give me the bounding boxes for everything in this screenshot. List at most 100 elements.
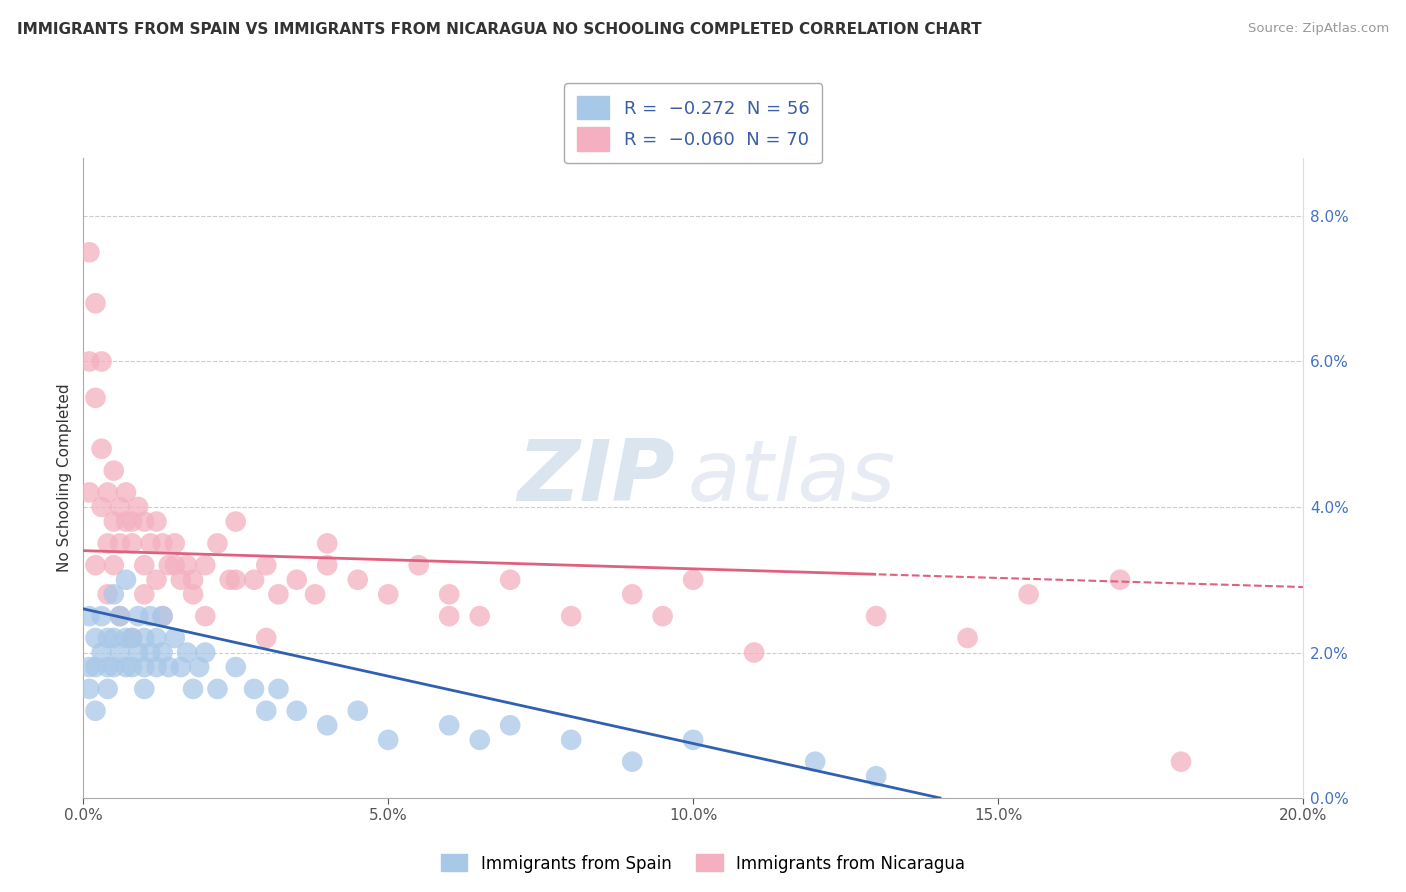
Point [108,609,131,624]
Point [408,558,430,573]
Point [152,609,174,624]
Point [316,718,339,732]
Point [115,485,138,500]
Point [170,660,193,674]
Text: IMMIGRANTS FROM SPAIN VS IMMIGRANTS FROM NICARAGUA NO SCHOOLING COMPLETED CORREL: IMMIGRANTS FROM SPAIN VS IMMIGRANTS FROM… [17,22,981,37]
Point [742,646,765,660]
Point [152,646,174,660]
Point [134,631,156,645]
Point [194,609,217,624]
Point [121,631,143,645]
Point [97,681,120,696]
Point [97,536,120,550]
Point [115,631,138,645]
Point [121,660,143,674]
Point [181,681,204,696]
Point [108,646,131,660]
Point [139,609,162,624]
Point [243,681,266,696]
Point [108,500,131,514]
Point [285,704,308,718]
Point [103,558,125,573]
Point [103,631,125,645]
Point [97,587,120,601]
Point [134,515,156,529]
Point [79,660,101,674]
Point [152,609,174,624]
Point [97,631,120,645]
Point [377,587,399,601]
Point [621,587,644,601]
Point [103,464,125,478]
Point [79,485,101,500]
Point [139,536,162,550]
Point [218,573,240,587]
Point [157,660,180,674]
Point [90,500,112,514]
Point [194,558,217,573]
Point [176,558,198,573]
Point [121,631,143,645]
Point [865,769,887,783]
Point [181,587,204,601]
Point [115,515,138,529]
Point [243,573,266,587]
Point [90,646,112,660]
Point [804,755,827,769]
Point [79,681,101,696]
Point [84,631,107,645]
Point [163,536,186,550]
Y-axis label: No Schooling Completed: No Schooling Completed [58,384,72,572]
Point [84,391,107,405]
Point [254,631,277,645]
Point [207,536,229,550]
Point [145,515,167,529]
Point [267,681,290,696]
Point [79,609,101,624]
Point [346,573,368,587]
Point [90,609,112,624]
Point [127,609,149,624]
Point [134,558,156,573]
Point [145,660,167,674]
Point [621,755,644,769]
Point [103,660,125,674]
Point [1170,755,1192,769]
Point [90,354,112,368]
Point [377,732,399,747]
Text: Source: ZipAtlas.com: Source: ZipAtlas.com [1249,22,1389,36]
Point [682,732,704,747]
Legend: R =  −0.272  N = 56, R =  −0.060  N = 70: R = −0.272 N = 56, R = −0.060 N = 70 [564,84,823,163]
Point [145,573,167,587]
Point [84,660,107,674]
Point [267,587,290,601]
Point [97,485,120,500]
Point [468,732,491,747]
Point [84,296,107,310]
Point [316,558,339,573]
Text: ZIP: ZIP [517,436,675,519]
Point [304,587,326,601]
Point [152,536,174,550]
Text: atlas: atlas [688,436,896,519]
Point [79,354,101,368]
Point [437,609,460,624]
Point [285,573,308,587]
Point [157,558,180,573]
Point [499,718,522,732]
Point [108,536,131,550]
Point [560,732,582,747]
Point [176,646,198,660]
Point [163,558,186,573]
Point [865,609,887,624]
Point [139,646,162,660]
Point [225,573,247,587]
Point [254,558,277,573]
Point [84,704,107,718]
Point [134,660,156,674]
Point [108,609,131,624]
Point [181,573,204,587]
Point [468,609,491,624]
Point [127,646,149,660]
Point [134,587,156,601]
